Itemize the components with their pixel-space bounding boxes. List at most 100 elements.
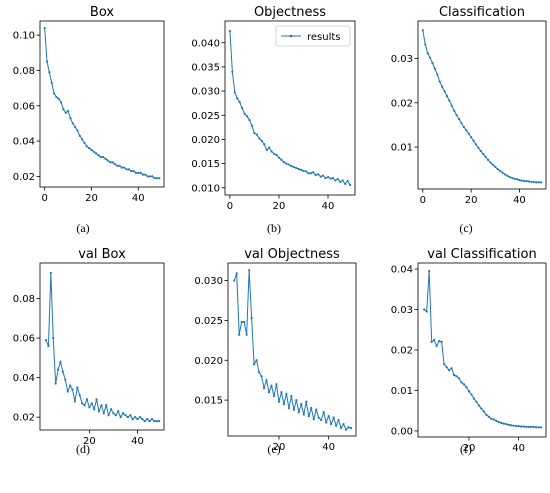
- data-point: [272, 395, 276, 398]
- data-point: [346, 179, 349, 183]
- data-point: [480, 407, 483, 410]
- y-tick-label: 0.01: [391, 386, 413, 397]
- data-point: [83, 404, 86, 407]
- y-tick-label: 0.06: [13, 334, 35, 345]
- data-point: [228, 30, 232, 33]
- data-point: [304, 170, 308, 173]
- data-point: [117, 410, 120, 413]
- data-point: [507, 423, 510, 426]
- data-point: [529, 425, 533, 428]
- data-point: [443, 363, 446, 366]
- x-tick-label: 20: [273, 201, 286, 212]
- data-point: [438, 80, 441, 83]
- data-point: [104, 157, 107, 160]
- data-point: [92, 150, 95, 153]
- data-point: [47, 344, 50, 348]
- y-tick-label: 0.00: [391, 426, 413, 437]
- data-point: [85, 145, 88, 148]
- series-line: [422, 30, 542, 183]
- data-point: [482, 410, 485, 413]
- data-point: [470, 393, 473, 396]
- y-tick-label: 0.035: [191, 62, 220, 73]
- data-point: [337, 418, 340, 422]
- data-point: [49, 271, 52, 274]
- data-point: [52, 92, 56, 95]
- data-point: [315, 408, 318, 411]
- data-point: [85, 398, 89, 401]
- data-point: [324, 176, 327, 180]
- data-point: [522, 425, 525, 428]
- data-point: [88, 406, 91, 409]
- subfigure-caption: (a): [76, 221, 89, 235]
- y-tick-label: 0.04: [391, 265, 413, 276]
- data-point: [238, 101, 241, 104]
- data-point: [71, 122, 74, 125]
- subfigure-caption: (b): [267, 221, 281, 235]
- data-point: [535, 181, 538, 184]
- data-point: [307, 414, 310, 418]
- data-point: [52, 337, 55, 340]
- series-line: [44, 28, 160, 179]
- legend-box: [275, 25, 351, 47]
- data-point: [515, 424, 518, 428]
- data-point: [137, 171, 140, 174]
- data-point: [297, 410, 300, 414]
- data-point: [282, 161, 285, 164]
- data-point: [494, 165, 497, 168]
- data-point: [314, 174, 317, 177]
- data-point: [428, 269, 431, 273]
- data-point: [537, 426, 540, 429]
- data-point: [433, 338, 436, 341]
- data-point: [240, 320, 243, 324]
- chart-panel-2: Objectness 0 20 40 0.010 0.015 0.020 0.025 0.030…: [191, 5, 356, 235]
- data-point: [496, 168, 499, 171]
- data-point: [506, 174, 509, 177]
- data-point: [277, 156, 281, 159]
- data-point: [112, 412, 115, 415]
- x-tick-label: 40: [131, 436, 144, 447]
- data-point: [134, 171, 138, 174]
- chart-panel-3: Classification 0 20 40 0.01 0.02 0.03 (c): [391, 5, 547, 235]
- data-point: [130, 170, 133, 173]
- data-point: [435, 344, 438, 348]
- data-point: [447, 369, 451, 372]
- data-point: [510, 424, 513, 427]
- data-point: [491, 163, 494, 166]
- data-point: [235, 272, 238, 275]
- data-point: [445, 365, 448, 369]
- y-tick-label: 0.030: [194, 276, 223, 287]
- data-point: [153, 177, 156, 180]
- data-point: [107, 414, 110, 417]
- data-point: [248, 269, 251, 272]
- data-point: [438, 340, 441, 343]
- data-point: [141, 418, 144, 421]
- data-point: [146, 175, 149, 178]
- data-point: [440, 340, 443, 344]
- data-point: [141, 173, 145, 176]
- x-tick-label: 40: [322, 442, 335, 453]
- data-point: [317, 173, 320, 176]
- data-point: [290, 164, 293, 168]
- data-point: [272, 152, 276, 156]
- data-point: [268, 146, 271, 149]
- axes-frame: [224, 20, 356, 196]
- data-point: [517, 424, 520, 428]
- data-point: [497, 420, 500, 424]
- data-point: [300, 403, 303, 406]
- data-point: [453, 109, 456, 112]
- data-point: [253, 363, 256, 366]
- data-point: [55, 95, 58, 99]
- chart-panel-5: val Objectness 20 40 0.015 0.020 0.025 0.030 (e…: [194, 247, 357, 456]
- data-point: [109, 161, 112, 164]
- data-point: [433, 67, 437, 70]
- data-point: [243, 320, 246, 324]
- data-point: [95, 398, 98, 401]
- data-point: [322, 410, 325, 414]
- data-point: [287, 163, 290, 166]
- x-tick-label: 40: [132, 193, 145, 204]
- data-point: [445, 95, 449, 98]
- data-point: [93, 408, 96, 411]
- data-point: [99, 155, 102, 159]
- data-point: [150, 418, 154, 421]
- data-point: [260, 139, 263, 142]
